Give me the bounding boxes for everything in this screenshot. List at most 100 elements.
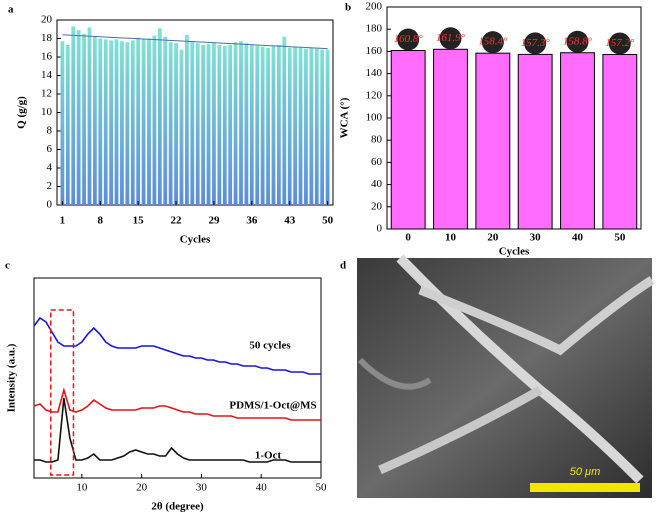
x-axis-title: Cycles	[180, 234, 211, 246]
x-tick-label: 50	[316, 482, 328, 494]
bar	[168, 42, 173, 206]
y-tick-label: 100	[366, 112, 383, 124]
x-tick-label: 10	[76, 482, 88, 494]
y-tick-label: 20	[41, 14, 53, 26]
panel-letter: b	[345, 2, 351, 14]
bar	[266, 47, 270, 205]
sem-image	[357, 254, 655, 498]
bar	[65, 44, 70, 205]
bar	[282, 36, 287, 206]
y-tick-label: 6	[47, 143, 53, 155]
trend-line	[62, 34, 328, 50]
x-tick-label: 43	[284, 215, 296, 227]
x-tick-label: 30	[196, 482, 208, 494]
bar	[560, 52, 595, 230]
y-tick-label: 200	[366, 1, 383, 13]
curve-label: PDMS/1-Oct@MS	[229, 400, 316, 412]
y-tick-label: 12	[41, 88, 52, 100]
x-tick-label: 15	[133, 215, 145, 227]
x-tick-label: 8	[98, 215, 104, 227]
droplet	[397, 28, 420, 51]
y-tick-label: 120	[366, 89, 383, 101]
bar	[109, 40, 114, 205]
y-tick-label: 16	[41, 51, 53, 63]
x-tick-label: 29	[208, 215, 220, 227]
bar	[217, 44, 222, 205]
value-label: 157.3°	[521, 37, 551, 49]
bar	[293, 46, 298, 206]
y-tick-label: 40	[371, 178, 383, 190]
bar	[174, 43, 178, 205]
x-tick-label: 30	[530, 232, 542, 244]
bar	[195, 43, 200, 205]
bar	[298, 47, 303, 205]
bar	[212, 43, 216, 205]
bar	[114, 39, 119, 205]
y-tick-label: 2	[47, 180, 53, 192]
y-tick-label: 60	[371, 156, 383, 168]
curve-label: 1-Oct	[255, 450, 282, 462]
x-tick-label: 10	[445, 232, 457, 244]
x-axis-title: 2θ (degree)	[151, 501, 204, 513]
droplet	[481, 31, 504, 54]
y-axis-title: Intensity (a.u.)	[6, 343, 18, 412]
y-tick-label: 4	[47, 162, 53, 174]
bar	[103, 39, 108, 205]
bar	[125, 42, 130, 206]
bar	[309, 47, 314, 205]
bar	[390, 50, 426, 230]
bar	[190, 41, 195, 206]
panel-letter: c	[5, 260, 10, 272]
x-tick-label: 20	[487, 232, 499, 244]
x-tick-label: 1	[60, 215, 66, 227]
bar	[141, 39, 146, 205]
bar	[76, 30, 81, 205]
x-tick-label: 36	[246, 215, 258, 227]
y-tick-label: 180	[366, 23, 383, 35]
bar	[147, 38, 151, 205]
bar	[233, 42, 238, 206]
x-tick-label: 40	[572, 232, 584, 244]
x-tick-label: 20	[136, 482, 148, 494]
bar	[260, 46, 265, 206]
y-axis-title: Q (g/g)	[16, 96, 28, 129]
xrd-curve	[33, 387, 321, 421]
bar	[433, 48, 468, 230]
y-tick-label: 10	[41, 106, 53, 118]
droplet	[439, 27, 462, 50]
scale-bar-label: 50 μm	[570, 466, 600, 478]
bar	[157, 28, 162, 206]
panel-letter: a	[8, 4, 14, 16]
bar	[184, 34, 189, 205]
bar	[228, 44, 233, 205]
bar	[475, 52, 511, 230]
bar	[179, 49, 184, 205]
y-tick-label: 20	[371, 200, 383, 212]
bar	[602, 54, 638, 230]
bar	[130, 40, 135, 205]
curve-label: 50 cycles	[249, 340, 291, 352]
x-tick-label: 0	[405, 232, 411, 244]
y-tick-label: 0	[47, 199, 53, 211]
y-tick-label: 8	[47, 125, 53, 137]
bar	[249, 44, 254, 205]
bar	[152, 35, 157, 205]
droplet	[566, 30, 589, 53]
bar	[92, 36, 97, 206]
bar	[304, 48, 308, 205]
bar	[206, 44, 211, 205]
bar	[287, 47, 292, 205]
highlight-box	[49, 309, 75, 476]
value-label: 161.9°	[436, 32, 466, 44]
bar	[320, 49, 325, 205]
bar	[255, 45, 260, 206]
xrd-curve	[34, 397, 321, 463]
bar	[222, 45, 227, 206]
x-tick-label: 50	[322, 215, 334, 227]
bar	[239, 41, 243, 206]
droplet	[608, 32, 631, 55]
bar	[325, 49, 330, 205]
bar	[314, 48, 319, 205]
value-label: 160.8°	[394, 33, 424, 45]
